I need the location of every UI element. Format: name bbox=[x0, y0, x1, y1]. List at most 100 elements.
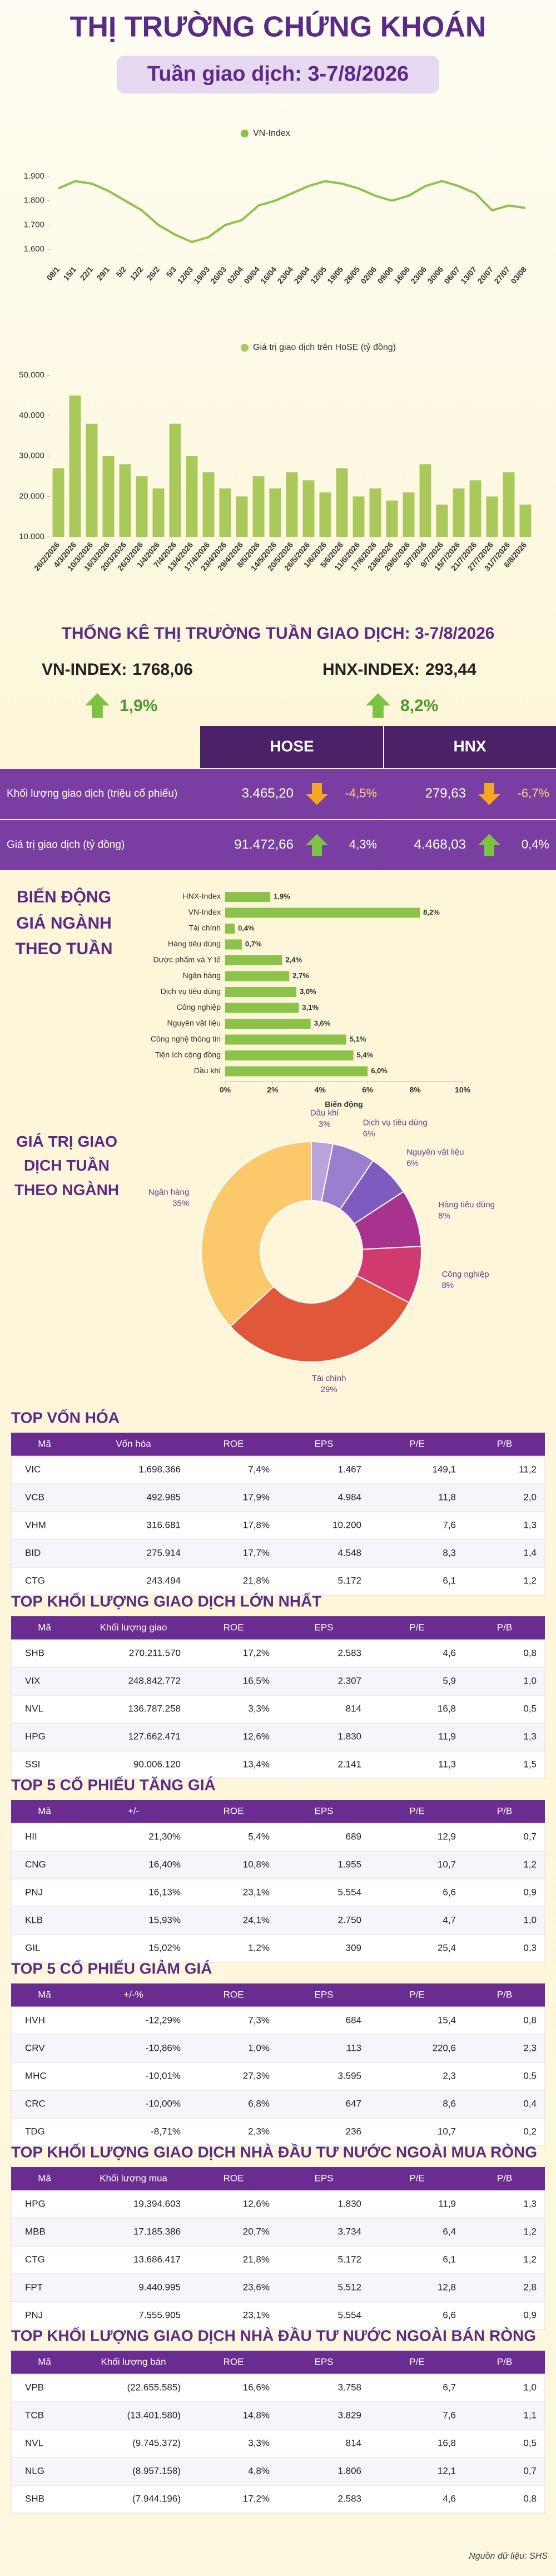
arrow-down bbox=[478, 783, 500, 805]
table-row-bg bbox=[11, 1483, 545, 1512]
legend-label: VN-Index bbox=[253, 129, 290, 138]
table-cell: 236 bbox=[346, 2126, 361, 2136]
table-cell: BID bbox=[25, 1547, 41, 1558]
bar bbox=[486, 496, 498, 537]
table-row-bg bbox=[11, 2485, 545, 2514]
table-cell: 492.985 bbox=[147, 1492, 181, 1502]
table-cell: 1.806 bbox=[337, 2465, 361, 2476]
sector-chart-title: BIẾN ĐỘNG GIÁ NGÀNH THEO TUẦN bbox=[15, 888, 113, 958]
table-cell: 220,6 bbox=[432, 2042, 456, 2053]
table-cell: 7.555.905 bbox=[138, 2309, 181, 2320]
table-cell: -12,29% bbox=[146, 2015, 181, 2025]
stats-header-bg bbox=[200, 726, 556, 768]
table-cell: 23,1% bbox=[243, 2309, 270, 2320]
category-label: Dược phẩm và Y tế bbox=[153, 955, 221, 964]
table-header: ROE bbox=[224, 1805, 244, 1816]
table-header: ROE bbox=[224, 2173, 244, 2183]
table-cell: 12,1 bbox=[438, 2465, 456, 2476]
table-cell: 1,0 bbox=[523, 1914, 537, 1925]
source: Nguồn dữ liệu: SHS bbox=[469, 2552, 548, 2561]
x-tick-label: 19/05 bbox=[325, 265, 345, 285]
value-label: 6,0% bbox=[371, 1067, 388, 1075]
table-cell: 7,6 bbox=[443, 1519, 456, 1530]
table-cell: 0,8 bbox=[523, 2493, 537, 2504]
category-label: Công nghiệp bbox=[177, 1003, 221, 1011]
table-header: Mã bbox=[38, 2173, 51, 2183]
table-cell: (22.655.585) bbox=[127, 2382, 181, 2392]
table-row-bg bbox=[11, 2118, 545, 2146]
table-cell: 15,02% bbox=[148, 1942, 181, 1953]
arrow-down bbox=[306, 783, 328, 805]
line-series bbox=[58, 180, 526, 244]
table-row-bg bbox=[11, 1906, 545, 1935]
arrow-up bbox=[85, 693, 110, 718]
table-cell: 12,6% bbox=[243, 1731, 270, 1741]
table-header: ROE bbox=[224, 2356, 244, 2367]
bar bbox=[225, 1066, 368, 1077]
table-cell: TDG bbox=[25, 2126, 45, 2136]
table-cell: 113 bbox=[346, 2042, 361, 2053]
bar bbox=[225, 1019, 311, 1029]
stats-row-label: Khối lượng giao dịch (triệu cổ phiếu) bbox=[7, 788, 177, 800]
x-tick-label: 8% bbox=[409, 1085, 421, 1094]
table-cell: 6,6 bbox=[443, 2309, 456, 2320]
table-header: Khối lượng giao bbox=[100, 1622, 167, 1632]
table-cell: 16,40% bbox=[148, 1859, 181, 1869]
legend-swatch bbox=[241, 130, 249, 137]
table-cell: 5.172 bbox=[337, 2254, 361, 2264]
table-cell: 2.583 bbox=[337, 2493, 361, 2504]
bar bbox=[225, 924, 235, 934]
stats-change: -4,5% bbox=[345, 786, 377, 800]
table-header: Khối lượng mua bbox=[100, 2173, 167, 2183]
table-header: P/B bbox=[497, 1989, 512, 2000]
table-title: TOP VỐN HÓA bbox=[11, 1408, 120, 1426]
table-cell: 12,6% bbox=[243, 2198, 270, 2209]
table-cell: 1,4 bbox=[523, 1547, 537, 1558]
slice-label: Công nghiệp bbox=[441, 1270, 489, 1279]
table-cell: 0,5 bbox=[523, 1703, 537, 1714]
table-header: +/- bbox=[128, 1805, 139, 1816]
table-cell: CNG bbox=[25, 1859, 46, 1869]
table-cell: 647 bbox=[346, 2098, 361, 2109]
x-tick-label: 02/06 bbox=[359, 265, 378, 285]
table-row-bg bbox=[11, 2034, 545, 2063]
bar bbox=[69, 395, 81, 537]
slice-value: 6% bbox=[363, 1129, 375, 1139]
table-cell: 7,6 bbox=[443, 2410, 456, 2420]
table-cell: 14,8% bbox=[243, 2410, 270, 2420]
x-tick-label: 4% bbox=[315, 1085, 326, 1094]
table-cell: 5,9 bbox=[443, 1675, 456, 1686]
table-cell: 4,8% bbox=[248, 2465, 270, 2476]
table-row-bg bbox=[11, 1511, 545, 1540]
table-cell: 11,8 bbox=[438, 1492, 456, 1502]
stats-column-header: HOSE bbox=[270, 737, 314, 754]
category-label: Tiện ích cộng đồng bbox=[155, 1050, 221, 1059]
x-tick-label: 22/1 bbox=[78, 265, 95, 282]
slice-value: 6% bbox=[406, 1159, 419, 1168]
x-tick-label: 5/3 bbox=[164, 265, 178, 279]
bar bbox=[236, 496, 248, 537]
legend-swatch bbox=[241, 344, 249, 352]
table-row-bg bbox=[11, 1878, 545, 1907]
donut-slice bbox=[201, 1141, 312, 1328]
table-cell: MHC bbox=[25, 2070, 47, 2081]
table-header: EPS bbox=[314, 1805, 333, 1816]
stats-row-bg bbox=[0, 769, 556, 819]
table-cell: 3,3% bbox=[248, 2437, 270, 2448]
table-cell: -10,01% bbox=[146, 2070, 181, 2081]
table-row-bg bbox=[11, 2218, 545, 2247]
table-cell: KLB bbox=[25, 1914, 43, 1925]
table-row-bg bbox=[11, 2090, 545, 2119]
table-cell: 11,9 bbox=[438, 2198, 456, 2209]
table-cell: 0,8 bbox=[523, 2015, 537, 2025]
table-cell: FPT bbox=[25, 2282, 43, 2292]
bar bbox=[503, 472, 515, 537]
table-cell: 13,4% bbox=[243, 1759, 270, 1769]
bar bbox=[453, 488, 465, 537]
table-cell: 10,7 bbox=[438, 2126, 456, 2136]
table-cell: 243.494 bbox=[147, 1575, 181, 1586]
slice-label: Tài chính bbox=[312, 1374, 346, 1383]
table-header: EPS bbox=[314, 1438, 333, 1449]
slice-value: 8% bbox=[438, 1211, 450, 1221]
bar bbox=[252, 476, 265, 537]
